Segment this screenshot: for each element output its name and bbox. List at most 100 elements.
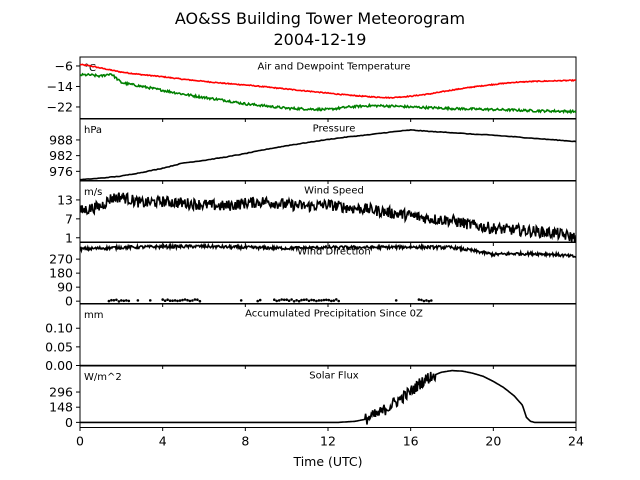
calm-point-0 <box>120 299 123 302</box>
calm-point-3 <box>191 299 194 302</box>
calm-point-6 <box>277 299 281 302</box>
wind-speed-line <box>80 191 576 243</box>
calm-point-3 <box>198 299 202 303</box>
xtick-label-6: 24 <box>568 434 584 449</box>
calm-point-3 <box>178 299 182 302</box>
calm-point-0 <box>117 300 121 303</box>
calm-point-3 <box>163 299 167 303</box>
calm-point-3 <box>193 298 197 301</box>
panel-precipitation: 0.10 0.05 0.00 Accumulated Precipitation Si… <box>45 303 577 373</box>
xtick-label-5: 20 <box>485 434 501 449</box>
calm-point-5 <box>256 299 260 303</box>
wind-speed-data <box>80 191 576 243</box>
pressure-unit: hPa <box>84 125 102 136</box>
calm-point-6 <box>275 299 279 303</box>
wind-direction-data <box>80 242 576 303</box>
calm-point-6 <box>287 299 291 303</box>
calm-point-3 <box>161 298 164 301</box>
calm-point-1 <box>136 299 140 302</box>
calm-point-6 <box>290 298 293 301</box>
figure-subtitle: 2004-12-19 <box>274 30 367 49</box>
calm-point-6 <box>325 298 328 302</box>
panel-temperature: −6 −14 −22 Air and Dewpoint Temperature °C <box>47 56 577 122</box>
calm-point-6 <box>320 299 323 302</box>
wind-direction-ytick-label-1: 180 <box>49 266 73 281</box>
temperature-title: Air and Dewpoint Temperature <box>258 62 411 73</box>
pressure-ytick-label-0: 988 <box>49 132 73 147</box>
temperature-ytick-label-2: −22 <box>47 99 73 114</box>
calm-point-6 <box>322 298 326 302</box>
calm-point-3 <box>171 299 174 303</box>
calm-point-3 <box>186 298 189 302</box>
calm-point-0 <box>122 299 126 303</box>
xtick-label-2: 8 <box>241 434 249 449</box>
calm-point-6 <box>292 300 296 303</box>
pressure-title: Pressure <box>313 124 356 135</box>
figure-title: AO&SS Building Tower Meteorogram <box>175 9 465 28</box>
calm-point-8 <box>420 298 423 302</box>
calm-point-0 <box>127 299 131 303</box>
calm-point-0 <box>107 299 111 303</box>
wind-speed-ytick-label-2: 1 <box>65 230 73 245</box>
wind-speed-ytick-label-1: 7 <box>65 211 73 226</box>
wind-speed-unit: m/s <box>84 187 102 198</box>
calm-point-3 <box>181 298 184 302</box>
x-axis-label: Time (UTC) <box>292 454 362 469</box>
pressure-ytick-label-2: 976 <box>49 164 73 179</box>
calm-point-6 <box>327 298 331 302</box>
calm-point-6 <box>337 299 341 303</box>
wind-direction-ytick-label-0: 270 <box>49 252 73 267</box>
calm-point-3 <box>166 298 169 302</box>
temperature-ytick-label-1: −14 <box>47 79 73 94</box>
temperature-data <box>80 63 576 115</box>
calm-point-0 <box>112 299 116 302</box>
calm-point-3 <box>176 299 179 303</box>
calm-point-0 <box>125 299 128 302</box>
temperature-ytick-label-0: −6 <box>55 58 73 73</box>
calm-point-6 <box>305 298 308 301</box>
calm-point-8 <box>425 299 428 302</box>
wind-direction-title: Wind Direction <box>297 247 371 258</box>
panel-wind-speed: 13 7 1 Wind Speed m/s <box>57 180 577 246</box>
xtick-label-4: 16 <box>403 434 419 449</box>
calm-point-5 <box>258 298 262 302</box>
xtick-label-0: 0 <box>76 434 84 449</box>
calm-point-6 <box>312 298 316 302</box>
solar-flux-unit: W/m^2 <box>84 372 122 383</box>
precipitation-ytick-label-2: 0.00 <box>45 358 73 373</box>
pressure-ytick-label-1: 982 <box>49 148 73 163</box>
pressure-line <box>80 128 576 181</box>
solar-flux-title: Solar Flux <box>309 371 359 382</box>
calm-point-6 <box>273 298 276 302</box>
calm-point-8 <box>422 299 426 303</box>
calm-point-6 <box>300 298 303 302</box>
solar-flux-data <box>80 369 576 425</box>
temperature-unit: °C <box>84 63 96 74</box>
wind-direction-points <box>80 242 576 259</box>
calm-point-6 <box>302 298 306 302</box>
calm-point-3 <box>196 298 199 302</box>
calm-point-8 <box>427 299 431 303</box>
calm-point-8 <box>417 298 421 301</box>
calm-point-2 <box>148 299 152 302</box>
precipitation-ytick-label-0: 0.10 <box>45 321 73 336</box>
calm-point-6 <box>295 299 298 302</box>
wind-direction-ytick-label-3: 0 <box>65 294 73 309</box>
calm-point-6 <box>335 298 338 301</box>
panels: −6 −14 −22 Air and Dewpoint Temperature °C 98… <box>45 56 577 431</box>
calm-point-3 <box>173 299 177 302</box>
calm-point-6 <box>330 299 333 303</box>
calm-point-0 <box>110 298 113 302</box>
solar-flux-line <box>80 369 576 425</box>
precipitation-ytick-label-1: 0.05 <box>45 339 73 354</box>
solar-flux-ytick-label-0: 296 <box>49 385 73 400</box>
calm-point-6 <box>310 298 313 302</box>
series-dewpoint <box>80 72 576 115</box>
calm-point-3 <box>188 299 192 303</box>
calm-point-4 <box>239 299 243 302</box>
wind-speed-ytick-label-0: 13 <box>57 192 73 207</box>
